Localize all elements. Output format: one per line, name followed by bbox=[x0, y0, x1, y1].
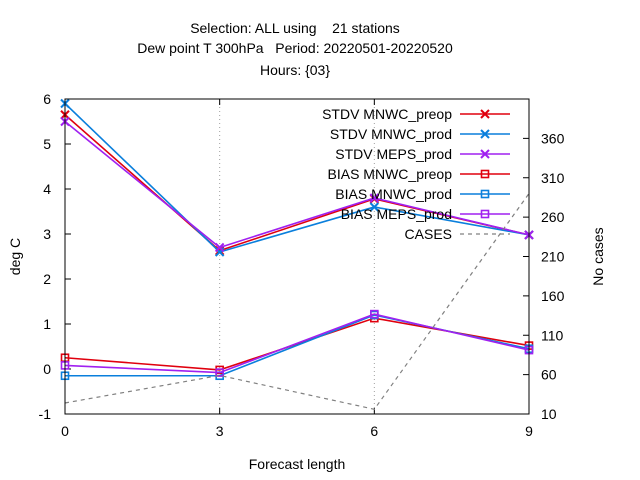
legend-label: STDV MNWC_prod bbox=[330, 126, 452, 142]
chart-title-line-1: Selection: ALL using 21 stations bbox=[190, 20, 400, 36]
x-tick-label: 6 bbox=[370, 423, 378, 439]
legend-label: BIAS MEPS_prod bbox=[341, 206, 452, 222]
y2-tick-label: 60 bbox=[541, 367, 557, 383]
series-1 bbox=[60, 98, 534, 257]
y-tick-label: 2 bbox=[43, 271, 51, 287]
y-tick-label: 0 bbox=[43, 361, 51, 377]
y-tick-label: 6 bbox=[43, 91, 51, 107]
legend-item: CASES bbox=[405, 226, 510, 242]
x-tick-label: 9 bbox=[525, 423, 533, 439]
y-tick-label: 1 bbox=[43, 316, 51, 332]
data-point bbox=[214, 242, 225, 253]
legend-label: STDV MEPS_prod bbox=[335, 146, 452, 162]
x-tick-label: 3 bbox=[216, 423, 224, 439]
data-point bbox=[369, 202, 380, 212]
series-line bbox=[65, 314, 530, 377]
y2-tick-label: 10 bbox=[541, 406, 557, 422]
y-axis-label: deg C bbox=[7, 238, 23, 275]
legend-item: BIAS MEPS_prod bbox=[341, 206, 510, 222]
series-0 bbox=[60, 110, 534, 256]
series-line bbox=[64, 313, 530, 374]
legend-marker-stroke bbox=[480, 129, 490, 139]
legend: STDV MNWC_preop STDV MNWC_prod STDV MEPS_p… bbox=[322, 106, 510, 242]
legend-marker bbox=[480, 169, 490, 179]
y2-tick-label: 110 bbox=[541, 327, 564, 343]
data-point-stroke bbox=[369, 202, 380, 212]
chart-title-line-3: Hours: {03} bbox=[259, 62, 331, 78]
legend-item: STDV MNWC_preop bbox=[322, 106, 510, 122]
legend-marker-stroke bbox=[480, 109, 490, 119]
y2-tick-label: 310 bbox=[541, 170, 565, 186]
x-tick-label: 0 bbox=[61, 423, 69, 439]
legend-item: BIAS MNWC_prod bbox=[335, 186, 510, 202]
x-axis-label: Forecast length bbox=[249, 456, 346, 472]
y-tick-label: 5 bbox=[43, 136, 51, 152]
series-5 bbox=[60, 309, 534, 377]
legend-marker-stroke bbox=[480, 149, 490, 159]
y-tick-label: 4 bbox=[43, 181, 51, 197]
plot-frame bbox=[64, 98, 530, 415]
legend-label: STDV MNWC_preop bbox=[322, 106, 452, 122]
series-line bbox=[64, 193, 530, 410]
grid-layer bbox=[219, 99, 375, 414]
legend-label: BIAS MNWC_prod bbox=[335, 186, 452, 202]
series-layer bbox=[60, 98, 534, 410]
y2-tick-label: 160 bbox=[541, 288, 565, 304]
data-point bbox=[370, 309, 379, 319]
y2-axis-label: No cases bbox=[590, 227, 606, 285]
y2-tick-label: 260 bbox=[541, 209, 565, 225]
legend-label: CASES bbox=[405, 226, 452, 242]
series-line bbox=[64, 120, 530, 249]
data-point-stroke bbox=[369, 193, 380, 203]
series-6 bbox=[64, 193, 530, 410]
legend-marker bbox=[480, 209, 490, 219]
legend-marker bbox=[480, 129, 490, 139]
y-tick-label: -1 bbox=[39, 406, 52, 422]
y2-tick-label: 360 bbox=[541, 130, 565, 146]
data-point bbox=[369, 193, 380, 203]
legend-item: STDV MNWC_prod bbox=[330, 126, 510, 142]
tick-layer: 0 3 6 9 -1 0 1 2 3 4 5 6 10 60 110 160 210 260 310 360 bbox=[39, 91, 565, 439]
data-point bbox=[215, 368, 224, 377]
legend-item: BIAS MNWC_preop bbox=[328, 166, 510, 182]
y2-tick-label: 210 bbox=[541, 249, 565, 265]
series-2 bbox=[60, 116, 534, 253]
legend-marker bbox=[480, 109, 490, 119]
series-line bbox=[64, 102, 530, 253]
legend-item: STDV MEPS_prod bbox=[335, 146, 510, 162]
legend-label: BIAS MNWC_preop bbox=[328, 166, 453, 182]
data-point-stroke bbox=[214, 242, 225, 253]
y-tick-label: 3 bbox=[43, 226, 51, 242]
legend-marker bbox=[480, 149, 490, 159]
chart-title-line-2: Dew point T 300hPa Period: 20220501-2022… bbox=[137, 40, 453, 56]
legend-marker bbox=[480, 189, 490, 199]
